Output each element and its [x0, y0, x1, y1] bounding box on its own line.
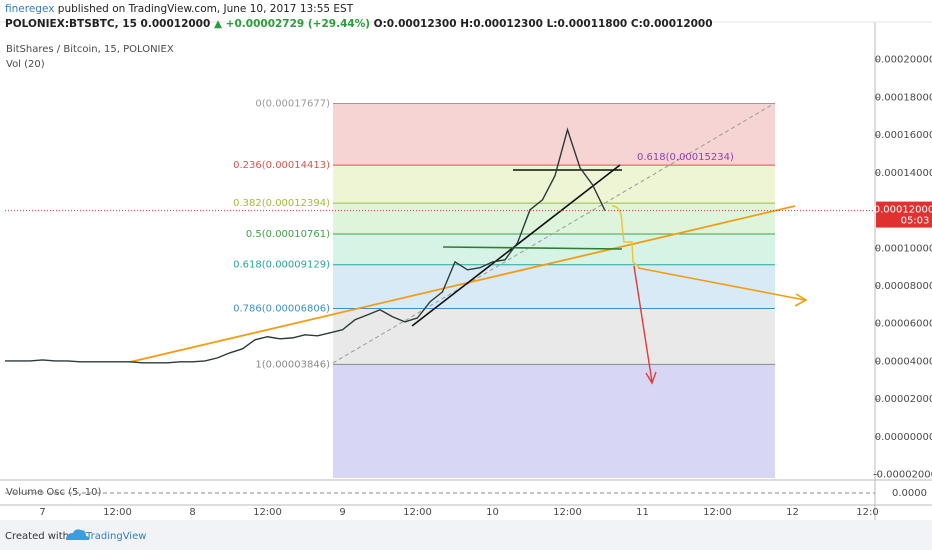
fib-band	[333, 233, 775, 265]
x-tick-label: 11	[636, 507, 649, 518]
y-tick-label: 0.00018000	[875, 92, 932, 103]
published: published on TradingView.com, June 10, 2…	[58, 3, 354, 15]
close: C:0.00012000	[631, 18, 713, 30]
y-tick-label: 0.00020000	[875, 55, 932, 66]
fib-band	[333, 165, 775, 204]
low: L:0.00011800	[547, 18, 628, 30]
fib-trend	[332, 102, 776, 364]
x-tick-label: 8	[189, 507, 195, 518]
footer-created: Created with	[5, 531, 69, 542]
y-tick-label: 0.00006000	[875, 319, 932, 330]
x-tick-label: 7	[39, 507, 45, 518]
x-tick-label: 12:00	[553, 507, 582, 518]
annotation: 0.618(0.00015234)	[637, 152, 734, 163]
fib-label: 0.236(0.00014413)	[233, 160, 330, 171]
x-tick-label: 12:00	[703, 507, 732, 518]
fib-label: 0(0.00017677)	[255, 99, 330, 110]
author[interactable]: fineregex	[5, 3, 54, 15]
arrow-head	[794, 293, 808, 307]
fib-label: 0.5(0.00010761)	[246, 229, 330, 240]
footer-brand[interactable]: TradingView	[85, 531, 146, 542]
y-tick-label: 0.00002000	[875, 394, 932, 405]
fib-band	[333, 103, 775, 166]
last-price-label: 0.00012000	[874, 205, 932, 216]
oscillator-title: Volume Osc (5, 10)	[6, 487, 101, 498]
y-tick-label: 0.00004000	[875, 356, 932, 367]
fib-band	[333, 308, 775, 365]
x-tick-label: 12:00	[103, 507, 132, 518]
header-line-1: fineregex published on TradingView.com, …	[5, 3, 354, 15]
y-tick-label: 0.00008000	[875, 281, 932, 292]
y-tick-label: 0.00010000	[875, 243, 932, 254]
projection-line	[637, 267, 806, 301]
x-tick-label: 10	[486, 507, 499, 518]
support-line	[442, 246, 623, 250]
logo	[66, 529, 89, 540]
last: 0.00012000	[141, 18, 211, 30]
x-tick-label: 12:00	[253, 507, 282, 518]
price-line	[5, 127, 606, 364]
fib-band	[333, 364, 775, 478]
change: ▲ +0.00002729 (+29.44%)	[214, 18, 370, 30]
open: O:0.00012300	[374, 18, 457, 30]
high: H:0.00012300	[460, 18, 543, 30]
countdown: 05:03	[901, 216, 930, 227]
fib-label: 0.382(0.00012394)	[233, 198, 330, 209]
last-price-box	[876, 201, 932, 228]
footer	[0, 520, 932, 550]
x-tick-label: 12:00	[403, 507, 432, 518]
chart-title: BitShares / Bitcoin, 15, POLONIEX	[6, 44, 174, 55]
x-tick-label: 9	[339, 507, 345, 518]
oscillator-tick-label: 0.0000	[892, 488, 927, 499]
y-tick-label: 0.00000000	[875, 432, 932, 443]
drop-arrow	[633, 265, 653, 383]
y-tick-label: 0.00016000	[875, 130, 932, 141]
price-plot	[5, 127, 606, 364]
chart-subtitle: Vol (20)	[6, 59, 45, 70]
fib-band	[333, 264, 775, 309]
x-tick-label: 12:0	[856, 507, 878, 518]
fib-retracement: 0(0.00017677) 0.236(0.00014413) 0.382(0.00…	[233, 99, 775, 478]
header-line-2: POLONIEX:BTSBTC, 15 0.00012000 ▲ +0.0000…	[5, 18, 713, 30]
arrow-head	[645, 371, 657, 385]
fib-label: 0.786(0.00006806)	[233, 304, 330, 315]
fib-label: 1(0.00003846)	[255, 359, 330, 370]
fib-label: 0.618(0.00009129)	[233, 260, 330, 271]
trend-line	[129, 205, 796, 363]
fib-band	[333, 203, 775, 234]
projection-path	[611, 205, 641, 269]
y-tick-label: 0.00014000	[875, 168, 932, 179]
symbol: POLONIEX:BTSBTC, 15	[5, 18, 137, 30]
y-tick-label: -0.00002000	[873, 470, 932, 481]
x-tick-label: 12	[786, 507, 799, 518]
